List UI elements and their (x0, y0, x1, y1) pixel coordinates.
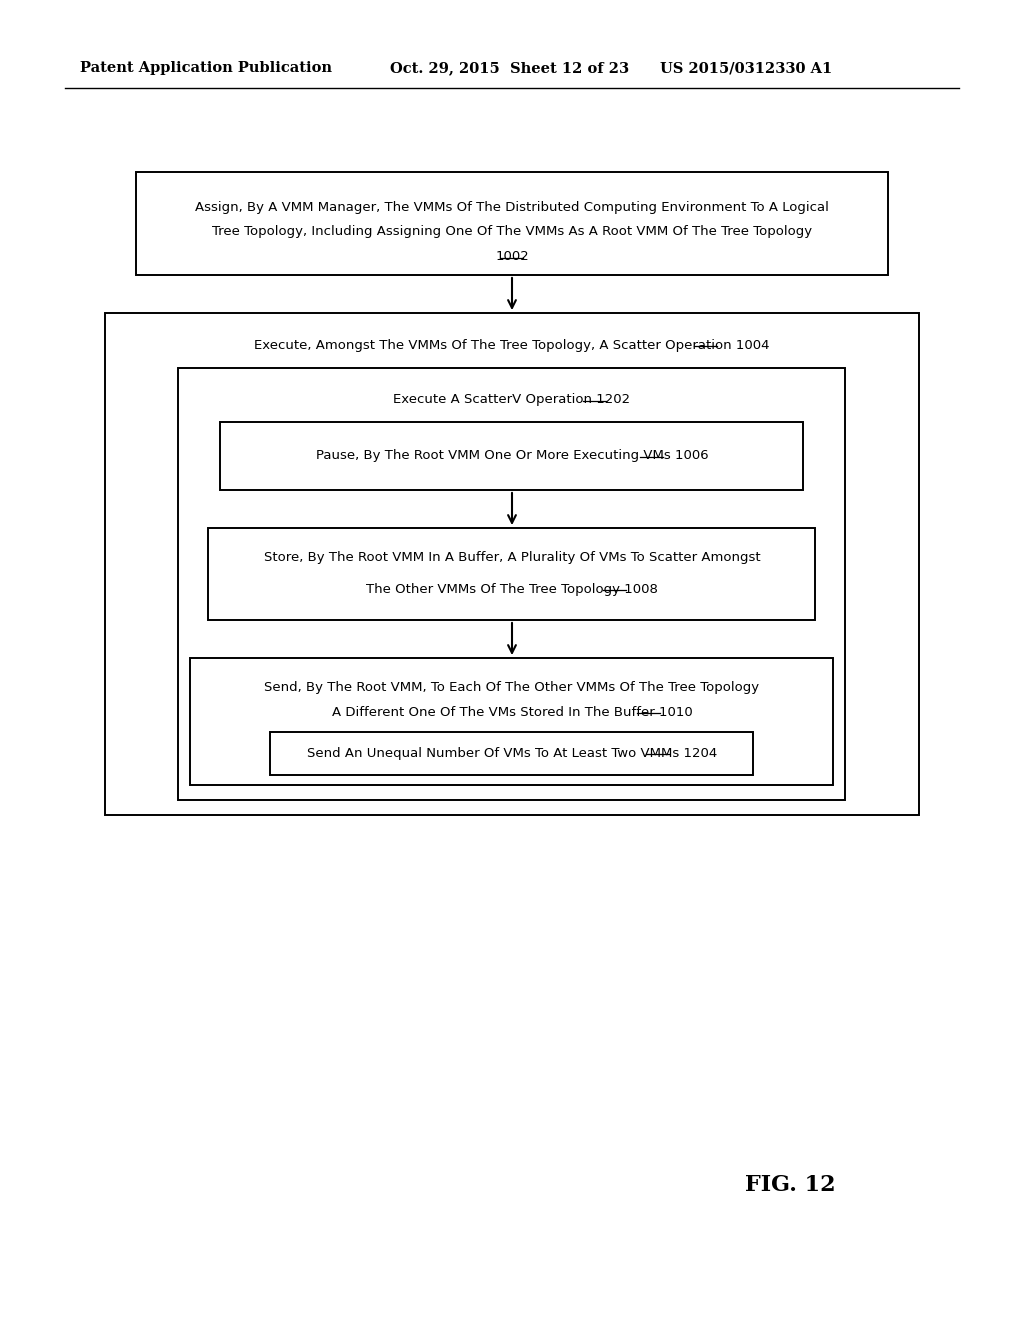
Text: Store, By The Root VMM In A Buffer, A Plurality Of VMs To Scatter Amongst: Store, By The Root VMM In A Buffer, A Pl… (264, 552, 760, 565)
Bar (270, 733, 753, 775)
Bar (190, 657, 833, 785)
Bar (178, 368, 845, 800)
Text: US 2015/0312330 A1: US 2015/0312330 A1 (660, 61, 833, 75)
Text: Send An Unequal Number Of VMs To At Least Two VMMs 1204: Send An Unequal Number Of VMs To At Leas… (307, 747, 717, 759)
Text: The Other VMMs Of The Tree Topology 1008: The Other VMMs Of The Tree Topology 1008 (366, 582, 658, 595)
Bar (208, 528, 815, 620)
Text: Pause, By The Root VMM One Or More Executing VMs 1006: Pause, By The Root VMM One Or More Execu… (315, 450, 709, 462)
Text: Assign, By A VMM Manager, The VMMs Of The Distributed Computing Environment To A: Assign, By A VMM Manager, The VMMs Of Th… (195, 201, 829, 214)
Text: Execute, Amongst The VMMs Of The Tree Topology, A Scatter Operation 1004: Execute, Amongst The VMMs Of The Tree To… (254, 338, 770, 351)
Text: Send, By The Root VMM, To Each Of The Other VMMs Of The Tree Topology: Send, By The Root VMM, To Each Of The Ot… (264, 681, 760, 694)
Text: FIG. 12: FIG. 12 (744, 1173, 836, 1196)
Text: 1002: 1002 (496, 251, 528, 264)
Text: Patent Application Publication: Patent Application Publication (80, 61, 332, 75)
Text: Execute A ScatterV Operation 1202: Execute A ScatterV Operation 1202 (393, 393, 631, 407)
Bar (136, 172, 888, 275)
Text: A Different One Of The VMs Stored In The Buffer 1010: A Different One Of The VMs Stored In The… (332, 705, 692, 718)
Text: Tree Topology, Including Assigning One Of The VMMs As A Root VMM Of The Tree Top: Tree Topology, Including Assigning One O… (212, 226, 812, 239)
Bar (105, 313, 919, 814)
Bar (220, 422, 803, 490)
Text: Oct. 29, 2015  Sheet 12 of 23: Oct. 29, 2015 Sheet 12 of 23 (390, 61, 629, 75)
